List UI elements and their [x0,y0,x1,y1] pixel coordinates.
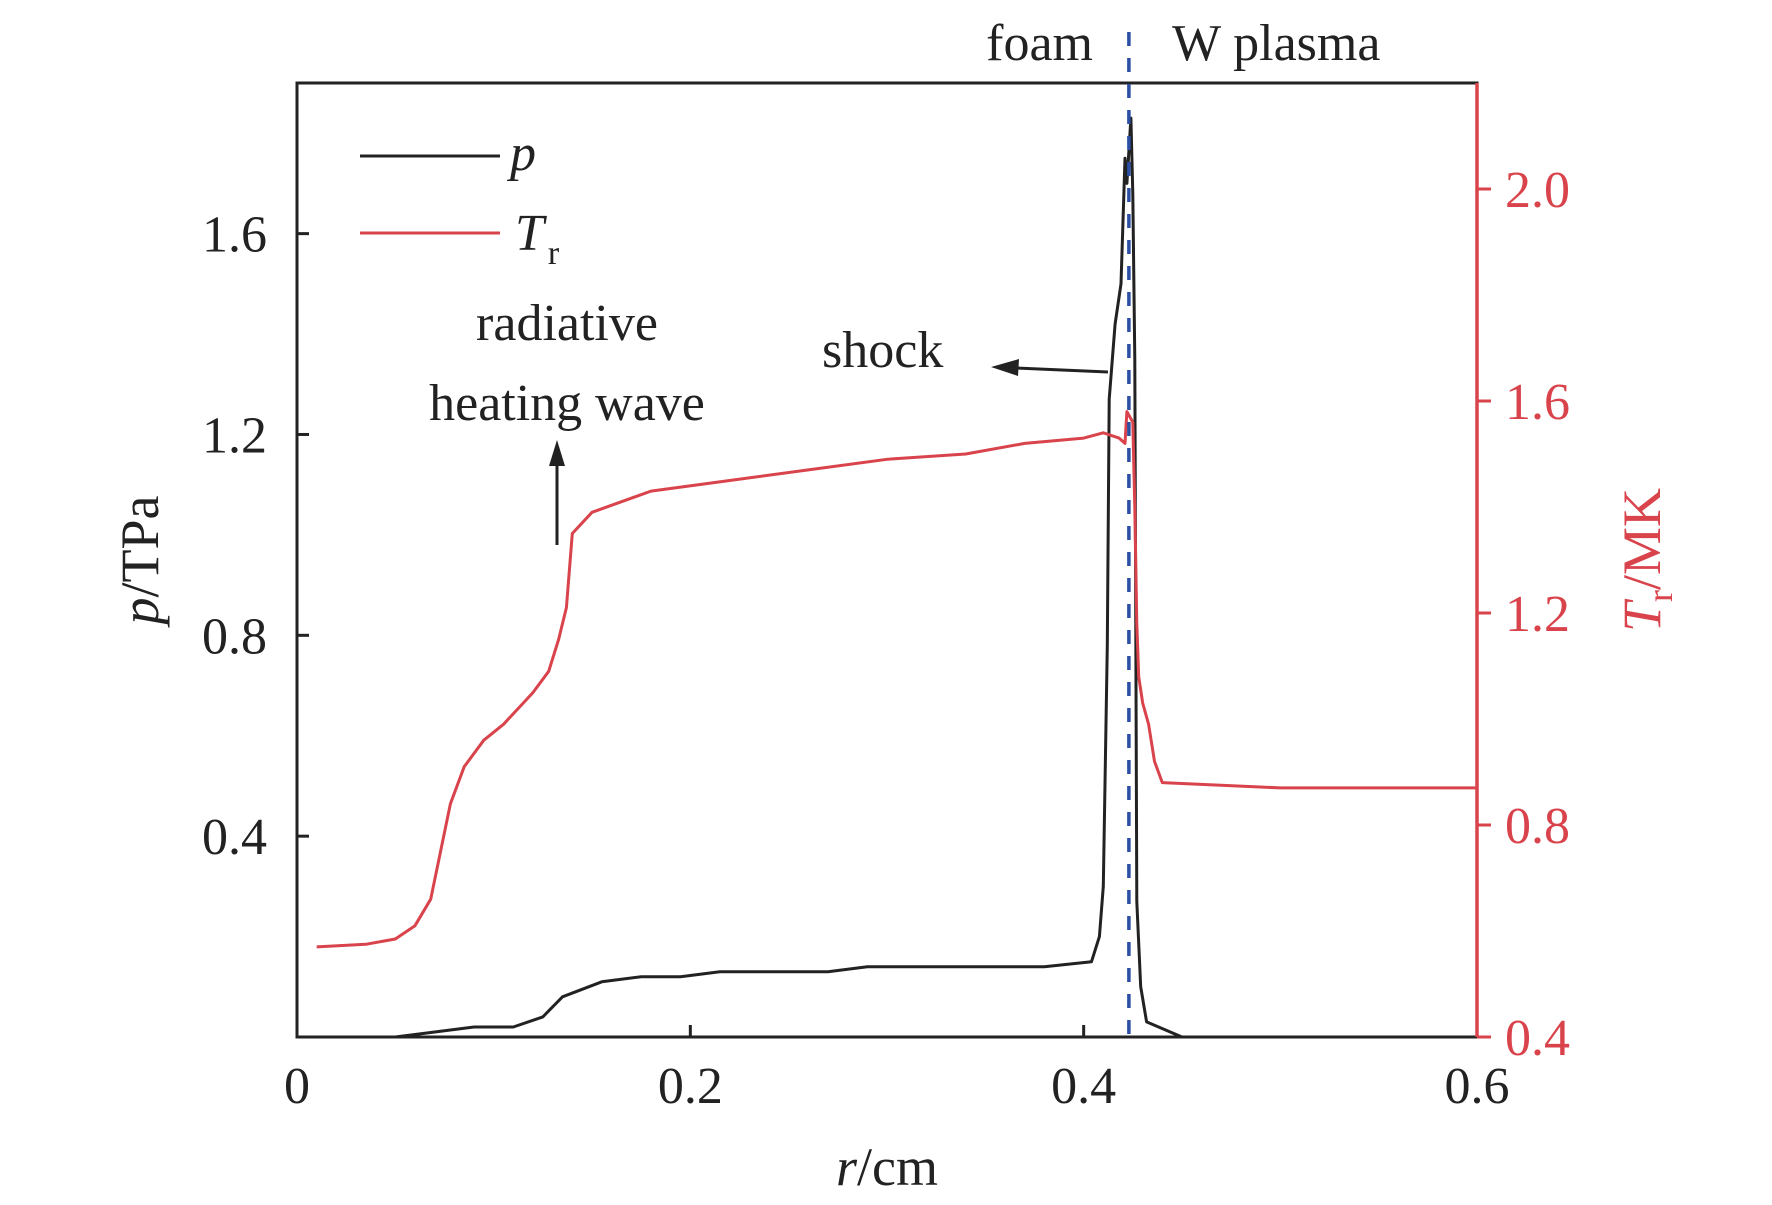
right-tick-label: 1.2 [1505,586,1570,643]
right-tick-label: 0.4 [1505,1010,1570,1067]
annotation-radiative: radiative [476,295,658,352]
right-tick-label: 2.0 [1505,162,1570,219]
left-tick-label: 0.4 [202,809,267,866]
shock-arrow [991,359,1109,376]
series-line-tr [316,410,1477,949]
plot-frame [295,81,1479,1039]
region-label-w-plasma: W plasma [1172,15,1380,72]
right-tick-label: 1.6 [1505,374,1570,431]
x-tick-label: 0.2 [658,1058,723,1115]
heating-wave-arrow [549,440,565,545]
right-tick-label: 0.8 [1505,798,1570,855]
x-tick-label: 0 [284,1058,310,1115]
region-label-foam: foam [986,15,1093,72]
series-line-p [316,116,1183,1037]
x-tick-label: 0.6 [1445,1058,1510,1115]
left-axis-ticks: 0.4 0.8 1.2 1.6 [202,207,309,866]
left-axis-label: p/TPa [110,495,170,628]
x-axis-label: r/cm [836,1137,938,1197]
left-tick-label: 1.6 [202,207,267,264]
annotation-shock: shock [822,322,943,379]
left-tick-label: 1.2 [202,407,267,464]
right-axis-label: Tr/MK [1612,488,1680,632]
right-axis-ticks: 0.4 0.8 1.2 1.6 2.0 [1477,162,1570,1067]
x-axis-ticks: 0 0.2 0.4 0.6 [284,1025,1510,1115]
left-tick-label: 0.8 [202,608,267,665]
series-layer [316,116,1477,1037]
annotation-heating-wave: heating wave [429,375,705,432]
legend-label-p: p [506,125,536,182]
x-tick-label: 0.4 [1051,1058,1116,1115]
